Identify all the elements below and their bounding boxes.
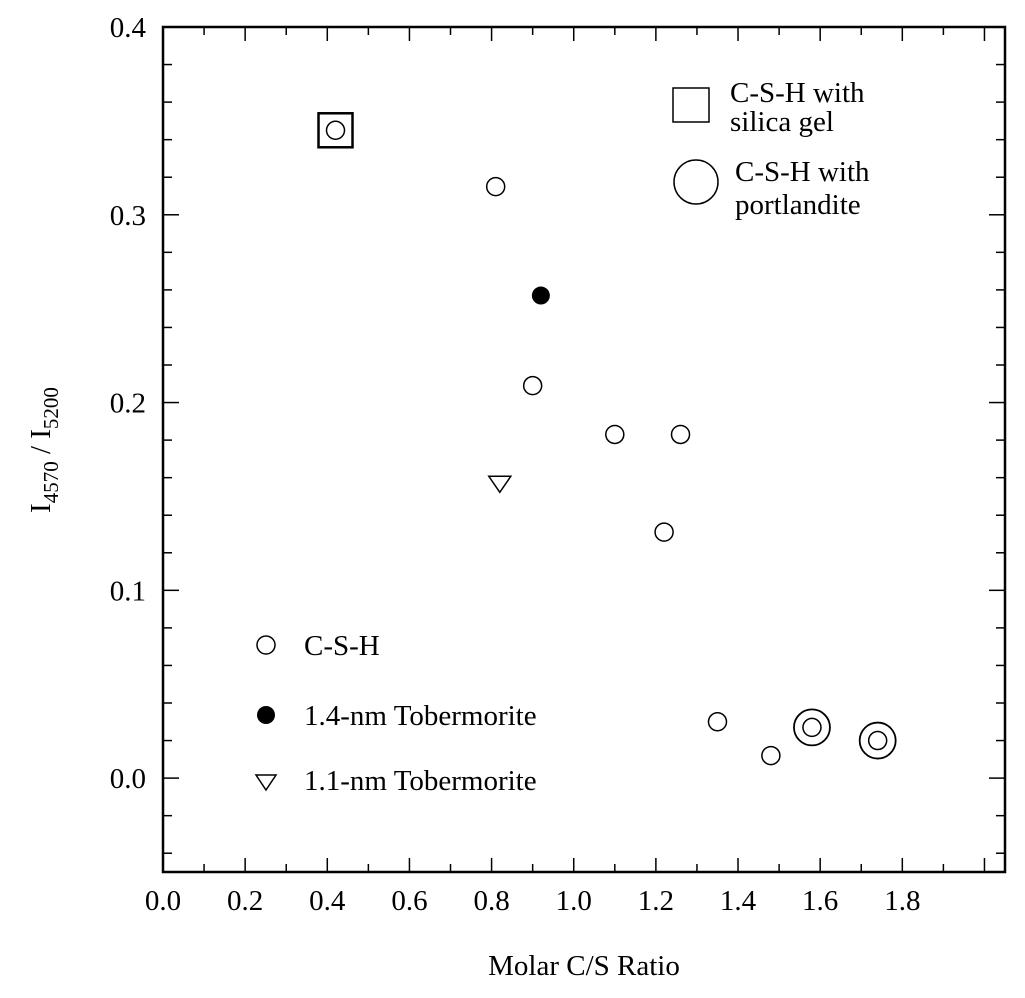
portlandite-overlay-circle <box>793 708 831 747</box>
x-tick-label: 1.0 <box>556 885 592 917</box>
x-tick-label: 0.6 <box>391 885 427 917</box>
tobermorite-11nm-point <box>487 475 513 494</box>
data-points <box>317 112 897 766</box>
csh-point <box>867 730 888 751</box>
csh-point <box>761 745 781 766</box>
y-tick-label: 0.2 <box>110 388 146 420</box>
x-tick-label: 1.6 <box>802 885 838 917</box>
y-axis-title: I4570 / I5200 <box>25 387 63 513</box>
legend-tob14-label: 1.4-nm Tobermorite <box>304 700 537 732</box>
legend-portlandite-line2: portlandite <box>735 189 861 221</box>
axis-ticks <box>163 27 1005 872</box>
legend-overlays: C-S-H with silica gel C-S-H with portlan… <box>672 77 870 221</box>
legend-square-marker <box>672 87 710 123</box>
legend-csh-label: C-S-H <box>304 630 380 662</box>
y-tick-label: 0.0 <box>110 763 146 795</box>
csh-point <box>522 375 543 396</box>
csh-point <box>605 424 625 445</box>
csh-point <box>485 176 506 197</box>
legend-portlandite-line1: C-S-H with <box>735 156 870 188</box>
x-tick-label: 0.0 <box>145 885 181 917</box>
csh-point <box>325 120 346 141</box>
tobermorite-14nm-point <box>531 286 550 305</box>
y-tick-label: 0.1 <box>110 575 146 607</box>
x-tick-label: 1.4 <box>720 885 757 917</box>
x-tick-labels: 0.0 0.2 0.4 0.6 0.8 1.0 1.2 1.4 1.6 1.8 <box>145 885 921 917</box>
csh-point <box>707 712 728 732</box>
x-tick-label: 0.4 <box>309 885 346 917</box>
legend-silica-line1: C-S-H with <box>730 77 865 109</box>
legend-tob14-marker <box>257 706 275 724</box>
csh-point <box>670 424 691 445</box>
legend-series: C-S-H 1.4-nm Tobermorite 1.1-nm Tobermor… <box>254 630 537 797</box>
silica-gel-overlay-square <box>317 112 354 149</box>
csh-point <box>654 522 674 542</box>
y-tick-label: 0.4 <box>110 12 147 44</box>
plot-frame <box>161 25 1007 874</box>
x-tick-label: 0.2 <box>227 885 263 917</box>
legend-large-circle-marker <box>673 159 719 205</box>
legend-csh-marker <box>256 635 276 655</box>
csh-point <box>802 717 822 738</box>
x-tick-label: 1.8 <box>884 885 920 917</box>
legend-tob11-marker <box>254 774 278 792</box>
y-tick-labels: 0.0 0.1 0.2 0.3 0.4 <box>110 12 147 795</box>
y-tick-label: 0.3 <box>110 200 146 232</box>
x-tick-label: 1.2 <box>638 885 674 917</box>
legend-tob11-label: 1.1-nm Tobermorite <box>304 765 537 797</box>
x-axis-title: Molar C/S Ratio <box>488 950 680 982</box>
legend-silica-line2: silica gel <box>730 106 834 138</box>
x-tick-label: 0.8 <box>473 885 509 917</box>
portlandite-overlay-circle <box>858 721 897 760</box>
